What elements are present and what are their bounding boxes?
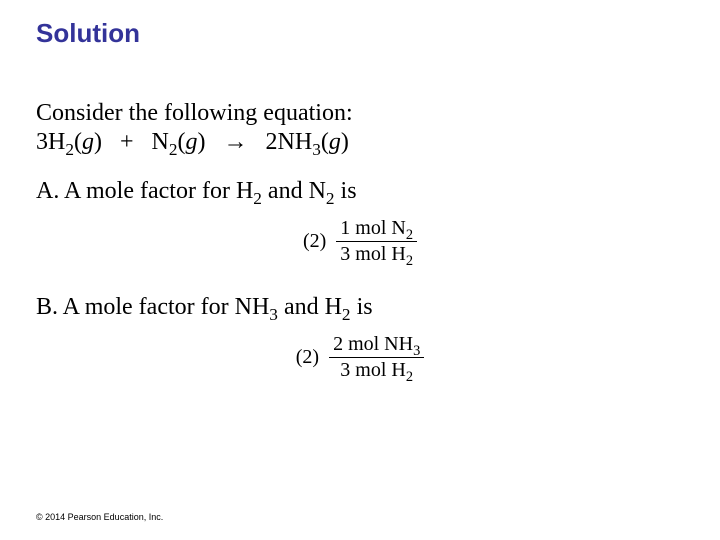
item-b: B. A mole factor for NH3 and H2 is [36, 294, 684, 321]
fraction-a-denominator: 3 mol H2 [336, 242, 417, 266]
option-label-a: (2) [303, 230, 326, 253]
copyright-text: © 2014 Pearson Education, Inc. [36, 512, 163, 522]
reactant-2: N2(g) [152, 129, 206, 155]
fraction-a-numerator: 1 mol N2 [336, 217, 417, 242]
fraction-b-denominator: 3 mol H2 [329, 358, 424, 382]
plus-sign: + [120, 129, 134, 155]
slide-title: Solution [36, 18, 684, 49]
arrow-icon: → [224, 129, 248, 155]
option-label-b: (2) [296, 346, 319, 369]
intro-text: Consider the following equation: [36, 97, 684, 129]
fraction-b-numerator: 2 mol NH3 [329, 333, 424, 358]
chemical-equation: 3H2(g) + N2(g) → 2NH3(g) [36, 129, 684, 156]
fraction-b: (2) 2 mol NH3 3 mol H2 [36, 333, 684, 382]
fraction-a: (2) 1 mol N2 3 mol H2 [36, 217, 684, 266]
reactant-1: 3H2(g) [36, 129, 102, 155]
item-a: A. A mole factor for H2 and N2 is [36, 178, 684, 205]
product-1: 2NH3(g) [266, 129, 349, 155]
